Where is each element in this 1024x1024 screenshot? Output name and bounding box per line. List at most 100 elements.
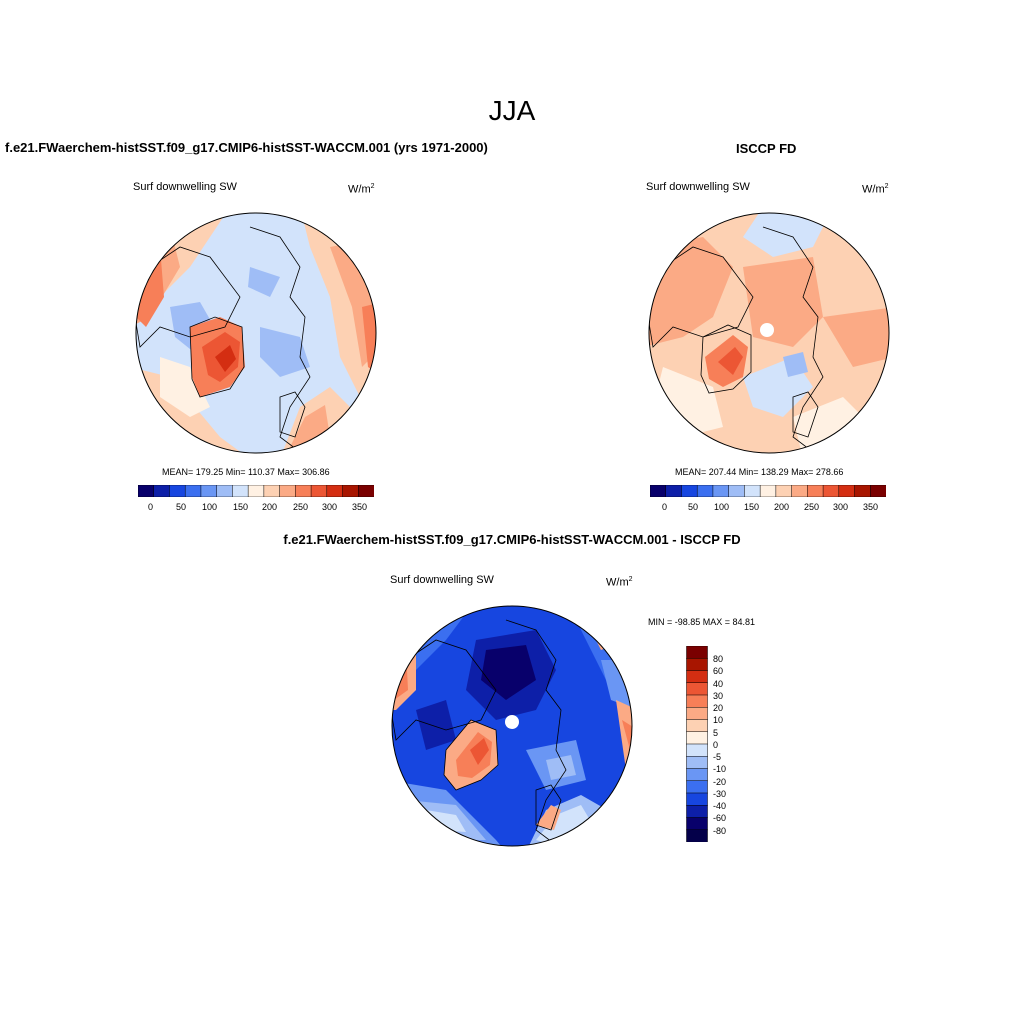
colorbar-tick-label: -30 — [713, 789, 727, 799]
diff-stats-text: MIN = -98.85 MAX = 84.81 — [648, 617, 756, 627]
colorbar-tick-label: 20 — [713, 703, 724, 713]
colorbar-swatch — [696, 485, 714, 497]
colorbar-swatch — [650, 485, 667, 497]
colorbar-swatch — [686, 694, 708, 708]
colorbar-swatch — [686, 707, 708, 720]
colorbar-tick-label: 300 — [833, 502, 849, 512]
colorbar-tick-label: 250 — [293, 502, 309, 512]
colorbar-tick-label: -40 — [713, 801, 727, 811]
colorbar-tick-label: -60 — [713, 813, 727, 823]
obs-variable-label: Surf downwelling SW — [646, 181, 750, 193]
obs-colorbar — [650, 485, 886, 497]
diff-units-label: W/m2 — [606, 576, 633, 589]
diff-panel-title: f.e21.FWaerchem-histSST.f09_g17.CMIP6-hi… — [283, 532, 741, 547]
colorbar-swatch — [681, 485, 698, 497]
colorbar-swatch — [138, 485, 155, 497]
colorbar-swatch — [686, 670, 708, 684]
colorbar-swatch — [807, 485, 824, 497]
colorbar-swatch — [686, 768, 708, 782]
diff-colorbar-swatches — [686, 646, 708, 842]
colorbar-swatch — [775, 485, 793, 497]
obs-units-label: W/m2 — [862, 183, 889, 196]
colorbar-swatch — [686, 743, 708, 757]
colorbar-tick-label: 300 — [322, 502, 338, 512]
model-variable-label: Surf downwelling SW — [133, 181, 237, 193]
figure-title: JJA — [488, 95, 536, 126]
colorbar-swatch — [686, 719, 708, 733]
colorbar-tick-label: 5 — [713, 728, 719, 738]
colorbar-swatch — [169, 485, 186, 497]
model-units-label: W/m2 — [348, 183, 375, 196]
colorbar-swatch — [216, 485, 233, 497]
model-colorbar — [138, 485, 374, 497]
colorbar-swatch — [232, 485, 249, 497]
colorbar-tick-label: 80 — [713, 654, 724, 664]
colorbar-swatch — [263, 485, 281, 497]
colorbar-tick-label: 30 — [713, 691, 724, 701]
colorbar-swatch — [665, 485, 683, 497]
colorbar-swatch — [200, 485, 218, 497]
colorbar-swatch — [686, 756, 708, 769]
obs-stats-text: MEAN= 207.44 Min= 138.29 Max= 278.66 — [675, 467, 844, 477]
colorbar-swatch — [838, 485, 856, 497]
colorbar-tick-label: -10 — [713, 764, 727, 774]
colorbar-swatch — [854, 485, 871, 497]
diff-colorbar: 80 60 40 30 20 10 5 0 -5 -10 -20 -30 -40… — [686, 646, 766, 844]
obs-colorbar-ticks: 0 50 100 150 200 250 300 350 — [650, 502, 886, 514]
colorbar-swatch — [686, 780, 708, 794]
colorbar-tick-label: 150 — [233, 502, 249, 512]
colorbar-swatch — [295, 485, 312, 497]
model-stats-text: MEAN= 179.25 Min= 110.37 Max= 306.86 — [162, 467, 330, 477]
colorbar-swatch — [326, 485, 344, 497]
colorbar-swatch — [712, 485, 730, 497]
colorbar-tick-label: -20 — [713, 777, 727, 787]
colorbar-swatch — [279, 485, 296, 497]
colorbar-swatch — [247, 485, 265, 497]
colorbar-tick-label: 50 — [688, 502, 699, 512]
diff-polar-map — [391, 605, 633, 847]
colorbar-tick-label: 0 — [713, 740, 719, 750]
colorbar-swatch — [686, 646, 708, 659]
model-colorbar-ticks: 0 50 100 150 200 250 300 350 — [138, 502, 374, 514]
colorbar-tick-label: 100 — [202, 502, 218, 512]
colorbar-swatch — [759, 485, 777, 497]
colorbar-tick-label: 0 — [662, 502, 668, 512]
colorbar-swatch — [686, 731, 708, 745]
colorbar-tick-label: 100 — [714, 502, 730, 512]
obs-panel-title: ISCCP FD — [736, 141, 797, 156]
diff-variable-label: Surf downwelling SW — [390, 574, 494, 586]
colorbar-swatch — [686, 658, 708, 671]
colorbar-tick-label: 250 — [804, 502, 820, 512]
colorbar-tick-label: 60 — [713, 666, 724, 676]
colorbar-tick-label: 150 — [744, 502, 760, 512]
colorbar-swatch — [153, 485, 171, 497]
colorbar-swatch — [791, 485, 808, 497]
colorbar-tick-label: 350 — [352, 502, 368, 512]
colorbar-swatch — [728, 485, 745, 497]
colorbar-tick-label: -5 — [713, 752, 722, 762]
colorbar-tick-label: 200 — [262, 502, 278, 512]
colorbar-swatch — [310, 485, 328, 497]
colorbar-swatch — [870, 485, 886, 497]
model-panel-title: f.e21.FWaerchem-histSST.f09_g17.CMIP6-hi… — [5, 140, 488, 155]
colorbar-swatch — [358, 485, 374, 497]
colorbar-tick-label: 350 — [863, 502, 879, 512]
colorbar-swatch — [342, 485, 359, 497]
colorbar-swatch — [822, 485, 840, 497]
colorbar-tick-label: 200 — [774, 502, 790, 512]
colorbar-tick-label: -80 — [713, 826, 727, 836]
colorbar-tick-label: 10 — [713, 715, 724, 725]
model-polar-map — [135, 212, 377, 454]
colorbar-swatch — [686, 682, 708, 696]
colorbar-swatch — [686, 792, 708, 806]
colorbar-tick-label: 50 — [176, 502, 187, 512]
colorbar-swatch — [744, 485, 761, 497]
colorbar-swatch — [686, 817, 708, 831]
colorbar-swatch — [686, 805, 708, 818]
obs-polar-map — [648, 212, 890, 454]
colorbar-tick-label: 0 — [148, 502, 154, 512]
colorbar-swatch — [184, 485, 202, 497]
colorbar-swatch — [686, 829, 708, 842]
colorbar-tick-label: 40 — [713, 679, 724, 689]
